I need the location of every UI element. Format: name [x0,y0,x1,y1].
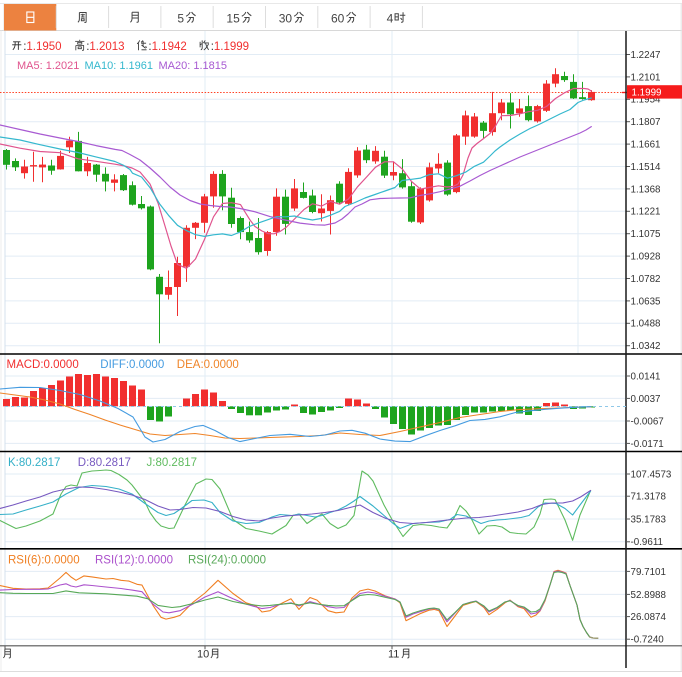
svg-text:1.1950: 1.1950 [26,41,61,53]
svg-text:1.1221: 1.1221 [631,207,661,218]
svg-text::: : [148,41,151,53]
svg-text:1.0928: 1.0928 [631,252,662,263]
svg-text:MACD:0.0000: MACD:0.0000 [7,359,79,371]
svg-text:35.1783: 35.1783 [631,514,667,525]
svg-text:K:80.2817: K:80.2817 [8,457,60,469]
svg-text:1.0488: 1.0488 [631,319,662,330]
svg-text:5: 5 [177,12,184,26]
svg-text:RSI(12):0.0000: RSI(12):0.0000 [95,555,173,567]
svg-text:1.1999: 1.1999 [214,41,249,53]
svg-text:1.1954: 1.1954 [631,95,662,106]
svg-text:MA10: 1.1961: MA10: 1.1961 [85,60,154,72]
svg-text:1.0782: 1.0782 [631,274,661,285]
svg-text:1.1075: 1.1075 [631,229,662,240]
svg-text:1.1807: 1.1807 [631,117,661,128]
svg-text:RSI(24):0.0000: RSI(24):0.0000 [188,555,266,567]
svg-text:1.1999: 1.1999 [632,88,662,99]
svg-text:10: 10 [197,649,209,661]
svg-text:J:80.2817: J:80.2817 [147,457,198,469]
svg-text::: : [211,41,214,53]
svg-text:0.0141: 0.0141 [631,371,661,382]
svg-text:D:80.2817: D:80.2817 [78,457,131,469]
svg-text:MA5: 1.2021: MA5: 1.2021 [17,60,79,72]
svg-text::: : [86,41,89,53]
svg-text:4: 4 [387,12,394,26]
svg-text:30: 30 [279,12,293,26]
svg-text:1.2101: 1.2101 [631,72,661,83]
svg-text:1.1514: 1.1514 [631,162,662,173]
svg-text:RSI(6):0.0000: RSI(6):0.0000 [8,555,80,567]
svg-text:11: 11 [388,649,399,661]
svg-text:52.8988: 52.8988 [631,590,667,601]
svg-text:-0.0171: -0.0171 [631,439,664,450]
svg-text:79.7101: 79.7101 [631,567,666,578]
svg-text:-0.0067: -0.0067 [631,416,664,427]
svg-text:0.0037: 0.0037 [631,394,661,405]
svg-text:DEA:0.0000: DEA:0.0000 [177,359,239,371]
svg-text:1.0635: 1.0635 [631,296,662,307]
svg-text::: : [23,41,26,53]
svg-text:60: 60 [331,12,345,26]
svg-text:1.2013: 1.2013 [89,41,124,53]
svg-text:1.2247: 1.2247 [631,50,661,61]
svg-text:1.0342: 1.0342 [631,341,661,352]
svg-text:71.3178: 71.3178 [631,492,667,503]
svg-text:DIFF:0.0000: DIFF:0.0000 [100,359,164,371]
svg-text:-0.9611: -0.9611 [631,537,664,548]
svg-text:1.1942: 1.1942 [152,41,187,53]
svg-text:MA20: 1.1815: MA20: 1.1815 [159,60,228,72]
svg-text:107.4573: 107.4573 [631,469,672,480]
svg-text:1.1661: 1.1661 [631,140,661,151]
svg-text:1.1368: 1.1368 [631,184,662,195]
svg-text:26.0874: 26.0874 [631,612,667,623]
svg-text:-0.7240: -0.7240 [631,635,665,646]
svg-text:15: 15 [226,12,240,26]
